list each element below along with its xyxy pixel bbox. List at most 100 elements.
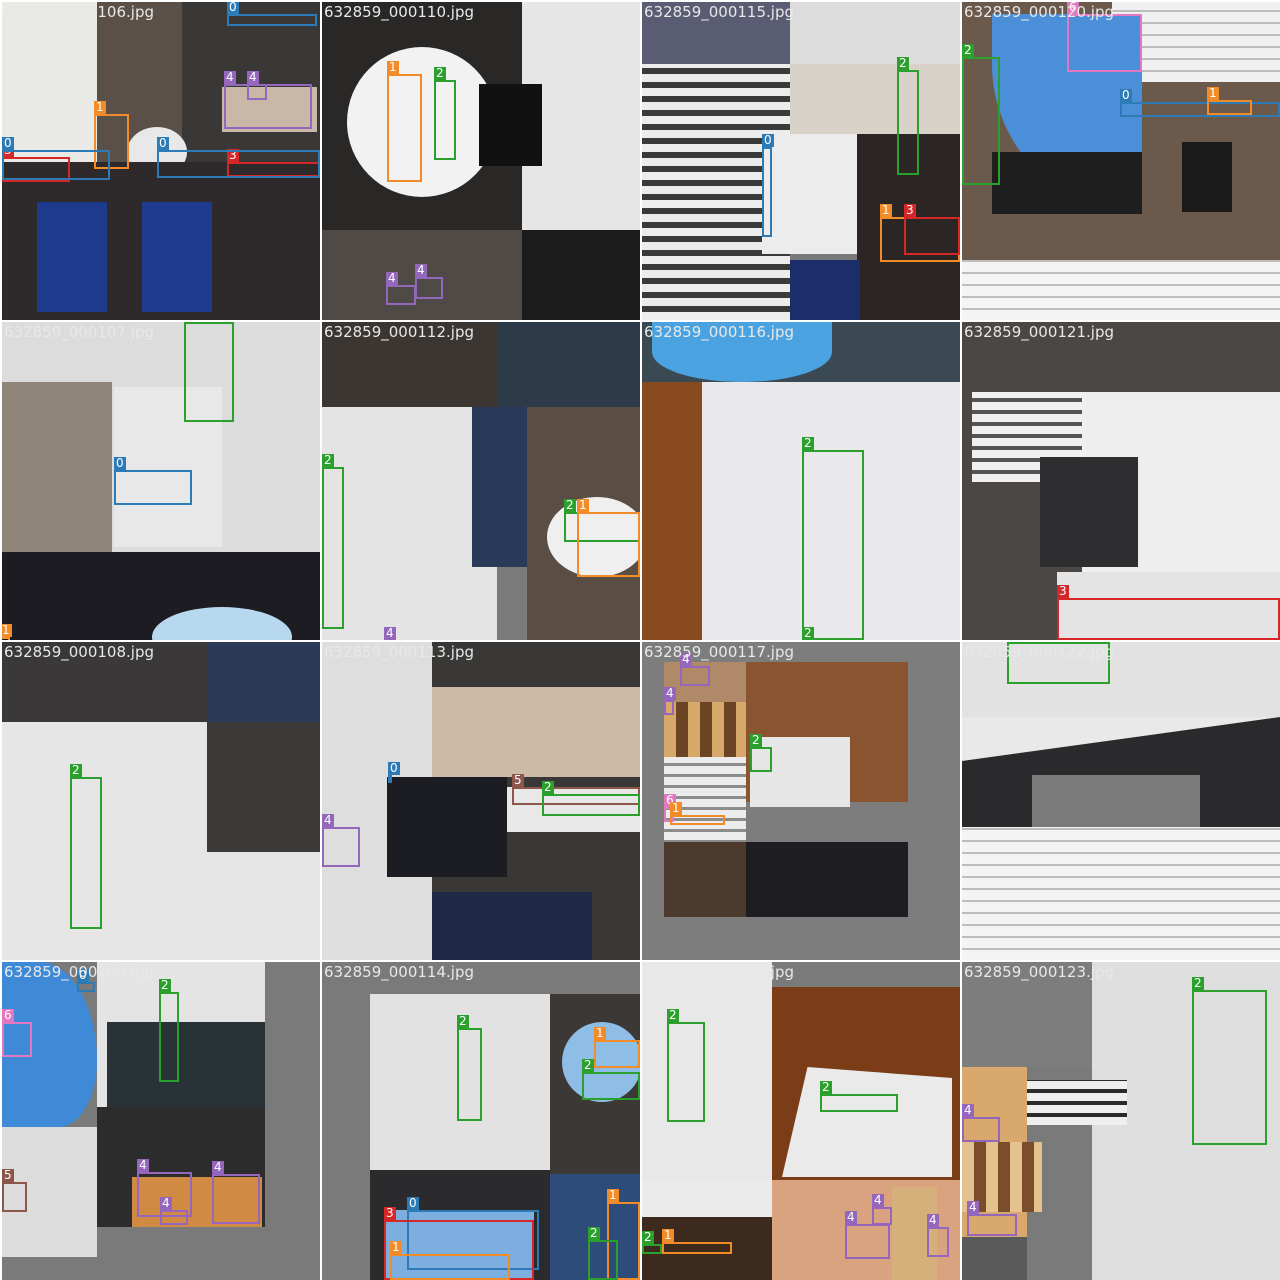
image-fragment [782,1067,952,1177]
bounding-box: 4 [664,687,676,715]
bounding-box: 4 [386,272,416,305]
class-label: 4 [386,271,398,285]
image-filename: 632859_000106.jpg [4,3,154,21]
mosaic-tile: 632859_000106.jpg 0 1 3 0 4 4 3 0 [2,2,320,320]
class-label: 4 [845,1210,857,1224]
class-label: 2 [667,1008,679,1022]
image-fragment [790,64,960,134]
mosaic-tile: 632859_000123.jpg 2 4 4 [962,962,1280,1280]
class-label: 4 [322,813,334,827]
class-label: 4 [927,1213,939,1227]
image-fragment [132,1177,262,1227]
class-label: 1 [594,1026,606,1040]
image-fragment [479,84,542,166]
mosaic-tile: 632859_000119.jpg 2 2 2 1 4 4 4 [642,962,960,1280]
bounding-box: 4 [212,1161,260,1224]
class-label: 1 [577,498,589,512]
image-fragment [107,1022,265,1107]
image-filename: 632859_000112.jpg [324,323,474,341]
image-fragment [522,230,640,320]
class-label: 0 [227,2,239,14]
class-label: 2 [582,1058,594,1072]
class-label: 3 [904,203,916,217]
bounding-box: 0 [1120,89,1280,117]
bounding-box: 1 [594,1027,640,1068]
class-label: 0 [77,968,89,982]
image-fragment [2,382,112,552]
image-filename: 632859_000109.jpg [4,963,154,981]
class-label: 2 [564,498,576,512]
image-fragment [322,407,497,640]
bounding-box: 0 [227,2,317,26]
bounding-box: 4 [962,1104,1000,1142]
class-label: 2 [897,56,909,70]
mosaic-tile: 632859_000112.jpg 2 2 1 4 [322,322,640,640]
image-fragment [2,1127,97,1257]
bounding-box: 4 [967,1201,1017,1236]
image-fragment [37,202,107,312]
image-filename: 632859_000116.jpg [644,323,794,341]
class-label: 5 [512,773,524,787]
image-fragment [992,152,1142,214]
image-fragment [962,1237,1027,1280]
class-label: 2 [802,436,814,450]
class-label: 4 [872,1193,884,1207]
image-fragment [962,1142,1042,1212]
class-label: 1 [670,801,682,815]
bounding-box: 2 [159,979,179,1082]
class-label: 2 [1192,976,1204,990]
bounding-box: 2 [820,1081,898,1112]
mosaic-tile: 632859_000108.jpg 2 [2,642,320,960]
class-label: 2 [542,780,554,794]
class-label: 6 [1067,2,1079,14]
bounding-box: 4 [872,1194,892,1225]
class-label: 1 [662,1228,674,1242]
bounding-box: 0 [388,762,400,783]
image-fragment [664,702,746,757]
image-fragment [1032,775,1200,830]
image-filename: 632859_000119.jpg [644,963,794,981]
class-label: 4 [962,1103,974,1117]
class-label: 0 [1120,88,1132,102]
class-label: 4 [680,652,692,666]
class-label: 1 [390,1240,402,1254]
image-filename: 632859_000115.jpg [644,3,794,21]
class-label: 0 [114,456,126,470]
class-label: 6 [664,793,676,807]
bounding-box: 2 [1007,642,1110,684]
bounding-box: 2 [642,1231,662,1254]
image-filename: 632859_000120.jpg [964,3,1114,21]
mosaic-tile: 632859_000107.jpg 2 0 1 [2,322,320,640]
bounding-box: 2 [70,764,102,929]
image-filename: 632859_000110.jpg [324,3,474,21]
bounding-box: 4 [247,71,267,100]
class-label: 6 [2,1008,14,1022]
image-fragment [790,260,860,320]
class-label: 2 [159,978,171,992]
image-fragment [142,202,212,312]
image-fragment [962,260,1280,320]
bounding-box: 2 [1192,977,1267,1145]
image-fragment [962,642,1280,717]
class-label: 4 [384,626,396,640]
bounding-box: 1 [390,1241,510,1280]
bounding-box: 0 [407,1197,539,1270]
image-fragment [652,322,832,382]
class-label: 2 [457,1014,469,1028]
bounding-box: 4 [845,1211,890,1259]
class-label: 1 [880,203,892,217]
image-fragment [347,47,497,197]
class-label: 4 [224,70,236,84]
image-fragment [642,962,772,1180]
class-label: 0 [157,136,169,150]
bounding-box: 1 [1207,87,1252,115]
bounding-box: 6 [1067,2,1142,72]
bounding-box: 4 [415,264,443,299]
image-fragment [222,87,317,132]
bounding-box: 2 [322,454,344,629]
bounding-box: 2 [667,1009,705,1122]
class-label: 0 [407,1196,419,1210]
image-filename: 632859_000117.jpg [644,643,794,661]
image-fragment [962,827,1280,960]
bounding-box: 6 [2,1009,32,1057]
